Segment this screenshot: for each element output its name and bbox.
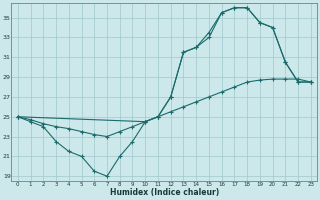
X-axis label: Humidex (Indice chaleur): Humidex (Indice chaleur) [110,188,219,197]
